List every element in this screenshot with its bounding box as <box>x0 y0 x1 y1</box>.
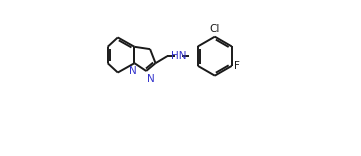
Text: F: F <box>234 61 240 71</box>
Text: Cl: Cl <box>210 24 220 34</box>
Text: HN: HN <box>171 51 186 61</box>
Text: N: N <box>147 74 155 84</box>
Text: N: N <box>129 66 136 76</box>
